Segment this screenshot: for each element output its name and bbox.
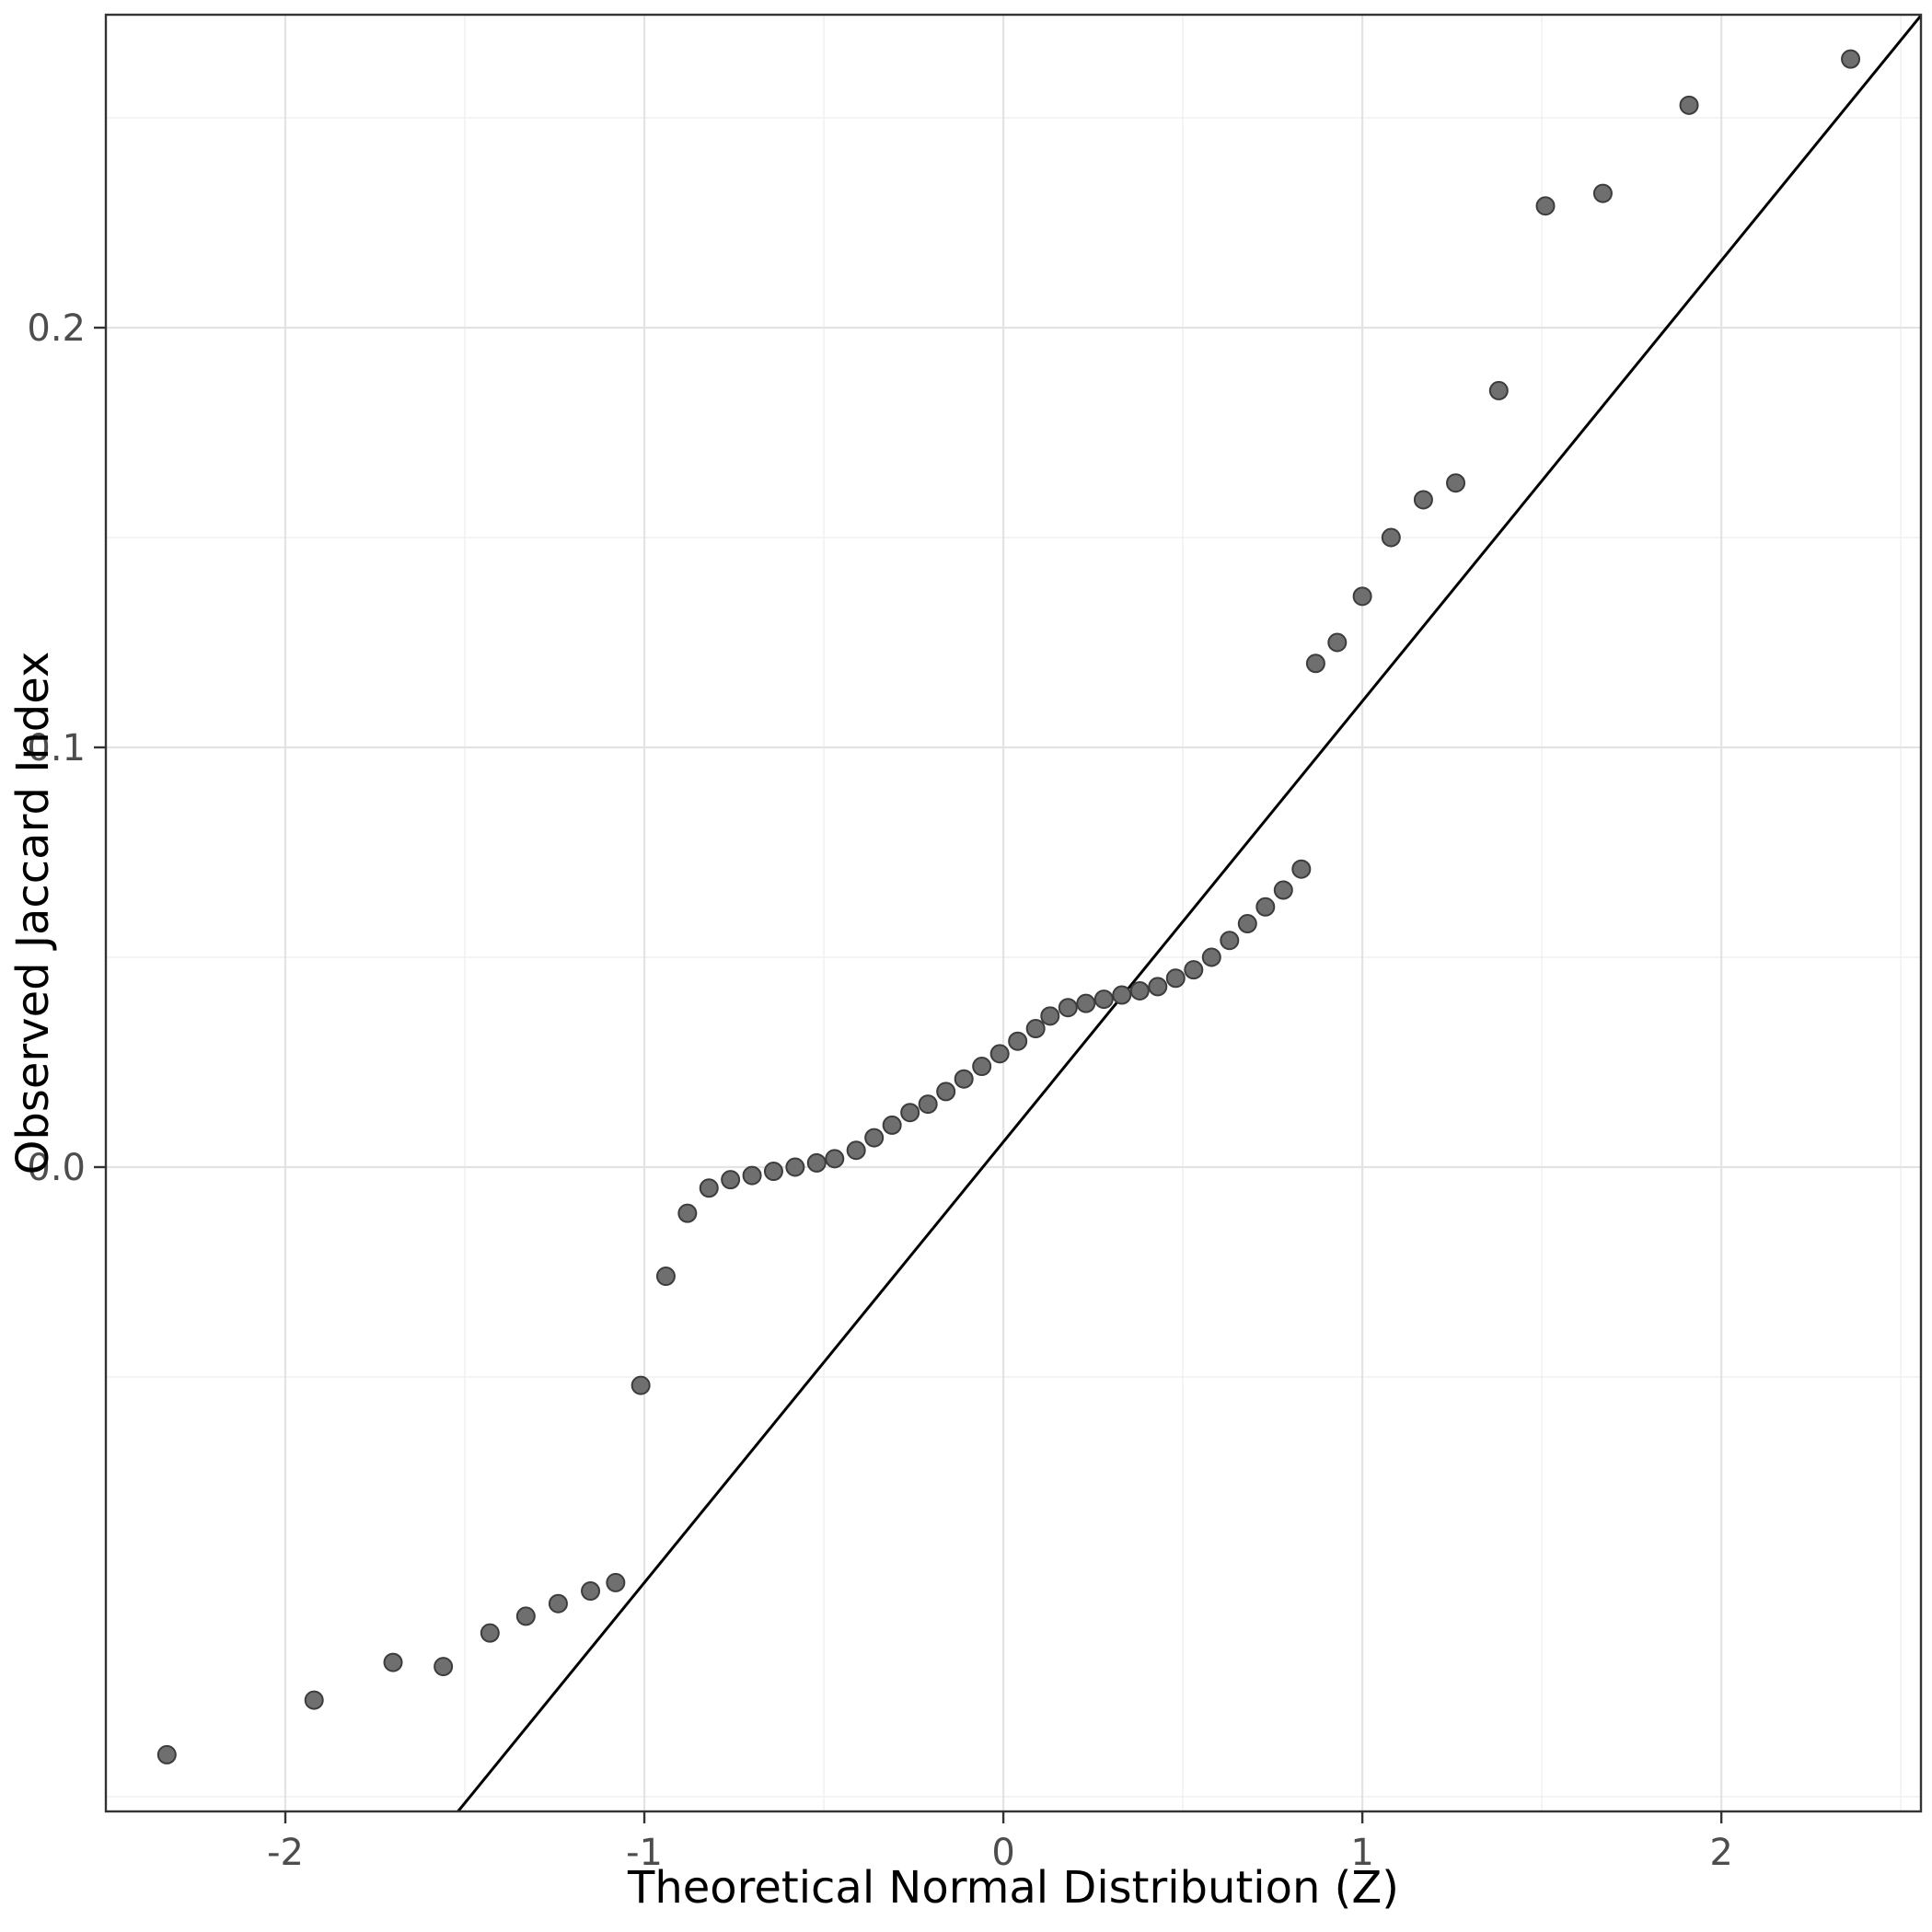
data-point [1381, 527, 1401, 548]
data-point [936, 1082, 956, 1102]
data-point [1220, 931, 1240, 951]
data-point [1093, 989, 1114, 1010]
data-point [699, 1178, 719, 1198]
data-point [721, 1170, 741, 1190]
reference-line [457, 14, 1923, 1812]
data-point [1184, 960, 1204, 980]
x-tick-label: -2 [267, 1832, 304, 1874]
y-tick-label: 0.1 [27, 727, 86, 769]
y-tick-label: 0.2 [27, 307, 86, 350]
data-point [900, 1103, 920, 1123]
data-point [1327, 632, 1348, 653]
panel-background [106, 15, 1921, 1811]
data-point [480, 1623, 500, 1643]
y-axis-title: Observed Jaccard Index [7, 652, 59, 1175]
tick-labels-layer: -2 -1 0 1 2 0.0 0.1 0.2 [27, 307, 1732, 1874]
x-tick-label: 0 [991, 1832, 1014, 1874]
data-point [1237, 914, 1257, 934]
data-point [825, 1149, 845, 1169]
data-point [1592, 183, 1613, 203]
data-point [763, 1162, 783, 1182]
reference-line-layer [457, 14, 1923, 1812]
data-point [954, 1069, 974, 1089]
major-gridlines [106, 15, 1921, 1811]
data-point [677, 1203, 698, 1223]
data-point [742, 1165, 762, 1186]
panel-border [104, 13, 1923, 1813]
y-tick-label: 0.0 [27, 1147, 86, 1189]
data-point [1291, 859, 1312, 879]
data-point [383, 1652, 403, 1672]
data-point [434, 1657, 454, 1677]
panel-border-layer [104, 13, 1923, 1813]
data-point [156, 1744, 177, 1764]
data-point [1058, 998, 1078, 1018]
x-axis-title: Theoretical Normal Distribution (Z) [627, 1862, 1399, 1914]
data-point [1008, 1031, 1028, 1051]
x-tick-label: 1 [1350, 1832, 1373, 1874]
data-point [1488, 380, 1509, 400]
data-point [882, 1115, 902, 1135]
data-point [581, 1581, 601, 1602]
axis-ticks-layer [94, 326, 1723, 1823]
data-point [1446, 473, 1466, 493]
data-point [785, 1157, 805, 1177]
data-point [515, 1606, 536, 1626]
data-point [1148, 977, 1168, 997]
data-point [1112, 985, 1132, 1005]
data-point [1040, 1006, 1060, 1026]
data-point [1535, 196, 1556, 216]
data-point [918, 1094, 938, 1115]
data-point [655, 1267, 676, 1287]
data-point [989, 1044, 1010, 1064]
data-point [1841, 49, 1861, 69]
data-point [1273, 880, 1293, 900]
data-point [806, 1152, 827, 1173]
data-point [548, 1593, 568, 1614]
data-point [972, 1057, 992, 1077]
data-point [1025, 1019, 1046, 1039]
data-point [864, 1128, 885, 1148]
data-point [631, 1375, 651, 1395]
x-tick-label: 2 [1709, 1832, 1732, 1874]
data-point [1255, 897, 1276, 917]
data-points-layer [156, 49, 1861, 1764]
data-point [1352, 586, 1372, 607]
data-point [606, 1572, 626, 1592]
minor-gridlines [105, 15, 1921, 1811]
data-point [1076, 993, 1096, 1013]
data-point [304, 1690, 324, 1710]
x-tick-label: -1 [626, 1832, 663, 1874]
data-point [846, 1140, 866, 1161]
data-point [1165, 968, 1186, 989]
data-point [1201, 947, 1221, 967]
data-point [1679, 95, 1699, 115]
data-point [1129, 980, 1150, 1001]
data-point [1413, 490, 1433, 510]
data-point [1305, 654, 1325, 674]
